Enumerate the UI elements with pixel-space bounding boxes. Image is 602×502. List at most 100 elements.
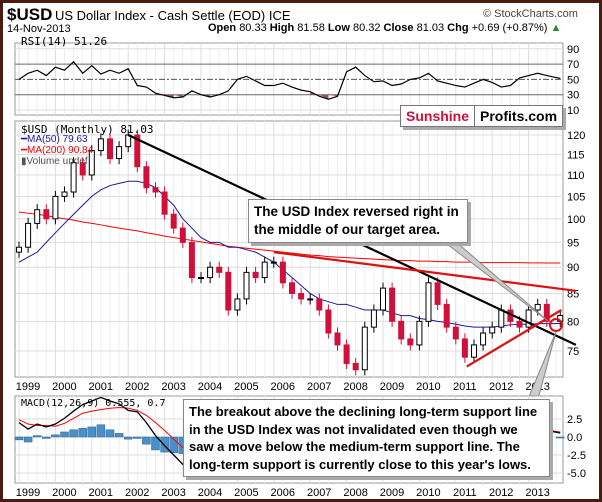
macd-x-tick-label: 2000 (52, 487, 76, 499)
candle-body (461, 338, 468, 358)
annotation-top: The USD Index reversed right in the midd… (248, 199, 468, 243)
macd-tick-label: -5.0 (567, 468, 586, 480)
candle-body (416, 320, 423, 346)
macd-histogram-bar (114, 433, 124, 438)
candle-body (225, 271, 232, 311)
candle (34, 204, 41, 229)
candle-body (34, 209, 41, 224)
candle (307, 293, 314, 305)
x-tick-label: 2004 (198, 381, 222, 393)
candle-body (52, 195, 59, 220)
candle (343, 339, 350, 369)
ma200-label: MA(200) 90.84 (27, 145, 94, 156)
macd-histogram-bar (78, 428, 87, 438)
price-tick-label: 95 (567, 237, 579, 249)
candle-body (452, 326, 459, 340)
candle (188, 236, 195, 284)
candle-body (334, 332, 341, 346)
macd-x-tick-label: 2005 (234, 487, 258, 499)
macd-x-tick-label: 2010 (416, 487, 440, 499)
candle (425, 277, 432, 327)
x-tick-label: 2006 (271, 381, 295, 393)
candle-body (289, 282, 295, 294)
candle-body (434, 282, 441, 305)
x-tick-label: 2011 (453, 381, 477, 393)
candle (298, 288, 305, 305)
macd-histogram-bar (32, 435, 42, 438)
macd-histogram-bar (142, 436, 151, 445)
candle (279, 256, 286, 289)
candle (416, 315, 423, 351)
candle-body (352, 362, 359, 371)
macd-histogram-bar (96, 424, 106, 438)
candle (170, 208, 177, 234)
candle-body (343, 344, 350, 364)
candle-body (398, 320, 405, 340)
candle (398, 315, 405, 345)
candle (161, 186, 168, 220)
candle (352, 357, 359, 376)
volume-label: Volume undef (26, 156, 88, 167)
candle (152, 182, 159, 198)
candle-body (170, 213, 177, 229)
candle (107, 133, 113, 165)
macd-x-tick-label: 2003 (161, 487, 185, 499)
candle-body (198, 277, 204, 280)
candle (480, 327, 487, 351)
candle (234, 293, 241, 316)
price-panel (14, 120, 564, 378)
rsi-tick-label: 70 (567, 59, 579, 71)
low-label: Low (327, 22, 350, 34)
macd-x-tick-label: 2004 (198, 487, 222, 499)
candle-body (216, 266, 223, 273)
ma50-legend: ━MA(50) 79.63 (21, 134, 88, 145)
candle-body (161, 191, 168, 215)
macd-x-tick-label: 2011 (453, 487, 477, 499)
rsi-legend: RSI(14) 51.26 (21, 35, 108, 48)
symbol: $USD (7, 5, 53, 24)
rsi-tick-label: 30 (567, 90, 579, 102)
candle (325, 304, 332, 339)
rsi-tick-label: 50 (567, 74, 579, 86)
macd-tick-label: -2.5 (567, 450, 586, 462)
macd-histogram-bar (123, 436, 133, 440)
macd-x-tick-label: 2008 (343, 487, 367, 499)
macd-tick-label: 2.5 (567, 414, 582, 426)
annotation-bottom: The breakout above the declining long-te… (183, 399, 550, 477)
macd-histogram-bar (69, 429, 78, 438)
candle-body (61, 191, 68, 197)
price-tick-label: 120 (567, 130, 585, 142)
candle (380, 282, 386, 316)
price-tick-label: 80 (567, 316, 579, 328)
candle-body (107, 138, 113, 160)
candle-body (25, 222, 32, 248)
candle (471, 339, 477, 363)
price-legend: $USD (Monthly) 81.03 (21, 123, 154, 136)
macd-histogram-bar (556, 436, 565, 439)
x-tick-label: 2012 (489, 381, 513, 393)
x-tick-label: 2010 (416, 381, 440, 393)
candle-body (252, 271, 259, 279)
logo-part1: Sunshine (401, 106, 476, 126)
close-value: 81.03 (416, 22, 445, 34)
candle (243, 266, 250, 305)
macd-histogram-bar (14, 436, 24, 441)
candle (289, 277, 295, 300)
open-value: 80.33 (239, 22, 267, 34)
candle-body (307, 298, 314, 301)
macd-histogram-bar (60, 431, 69, 438)
candle-body (498, 309, 505, 328)
candle-body (188, 241, 195, 279)
high-value: 81.58 (297, 22, 325, 34)
candle-body (370, 309, 377, 328)
x-tick-label: 2008 (343, 381, 367, 393)
candle-body (152, 187, 159, 193)
x-tick-label: 2009 (380, 381, 404, 393)
candle-body (534, 303, 541, 311)
macd-tick-label: 0.0 (567, 432, 582, 444)
candle (261, 256, 268, 284)
price-tick-label: 115 (567, 150, 585, 162)
candle-body (443, 303, 450, 328)
macd-x-tick-label: 2007 (307, 487, 331, 499)
candle-body (270, 261, 277, 264)
